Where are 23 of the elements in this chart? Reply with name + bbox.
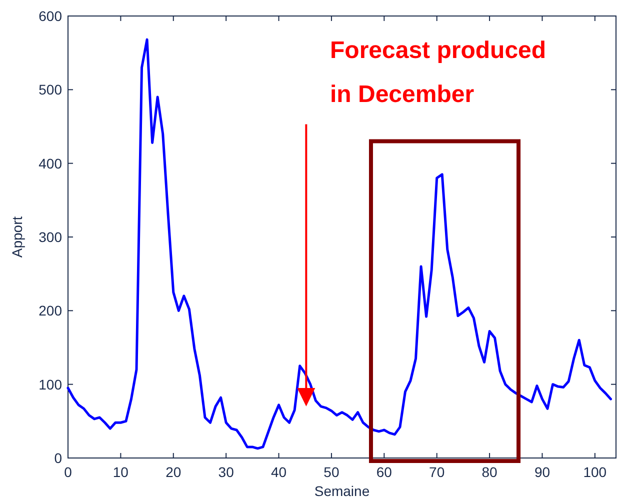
y-tick-label: 500: [38, 82, 62, 98]
annotation: Forecast produced: [330, 37, 546, 64]
y-tick-label: 400: [38, 155, 62, 172]
x-tick-label: 10: [112, 464, 129, 480]
x-tick-label: 70: [429, 464, 445, 480]
x-tick-label: 50: [324, 464, 340, 480]
y-axis-title: Apport: [9, 216, 25, 258]
x-tick-label: 40: [270, 464, 287, 480]
y-tick-label: 300: [38, 229, 62, 245]
x-tick-label: 100: [583, 464, 607, 480]
y-tick-label: 600: [38, 8, 62, 24]
x-tick-label: 80: [482, 464, 498, 480]
y-tick-label: 100: [38, 376, 62, 392]
x-tick-label: 60: [376, 464, 392, 480]
x-axis-title: Semaine: [314, 483, 370, 499]
line-series: [66, 38, 612, 450]
x-tick-label: 0: [64, 464, 72, 480]
x-tick-label: 20: [166, 464, 182, 480]
y-tick-label: 200: [38, 302, 62, 319]
x-tick-label: 30: [218, 464, 234, 480]
y-tick-label: 0: [54, 450, 62, 466]
x-tick-label: 90: [534, 464, 550, 480]
annotation: in December: [330, 81, 474, 108]
